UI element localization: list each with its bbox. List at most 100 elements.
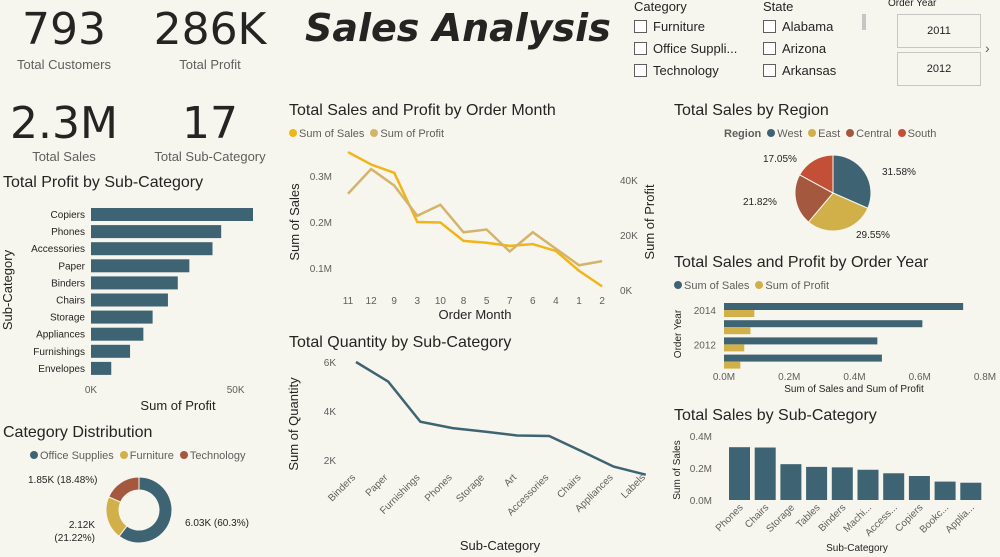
legend-item-profit: Sum of Profit xyxy=(370,128,444,140)
x-tick-label: Art xyxy=(502,472,519,489)
x-tick-label: Paper xyxy=(364,472,391,499)
y-tick-label: 0.2M xyxy=(690,464,712,475)
donut-slice-2 xyxy=(108,476,140,503)
category-label: Phones xyxy=(51,227,85,238)
pie-data-label: 17.05% xyxy=(763,154,797,165)
month-chart-legend: Sum of Sales Sum of Profit xyxy=(289,128,444,140)
sales-bar xyxy=(960,482,982,500)
legend-item-technology: Technology xyxy=(179,450,245,462)
y-tick-label-right: 0K xyxy=(620,286,633,297)
x-tick-label: 0K xyxy=(85,385,98,396)
checkbox-icon[interactable] xyxy=(634,63,647,77)
kpi-total-profit-label: Total Profit xyxy=(179,57,241,72)
x-tick-label: 0.4M xyxy=(843,372,865,383)
donut-data-label: 6.03K (60.3%) xyxy=(185,518,249,529)
order-year-button-2011[interactable]: 2011 xyxy=(897,14,981,48)
profit-bar xyxy=(91,225,222,239)
y-tick-label: 4K xyxy=(324,407,337,418)
legend-item-south: South xyxy=(897,128,936,140)
state-slicer: Alabama Arizona Arkansas xyxy=(763,15,836,81)
category-slicer-item[interactable]: Office Suppli... xyxy=(634,37,737,59)
sales-bar xyxy=(934,481,956,500)
sales-line xyxy=(347,150,603,288)
x-tick-label: 5 xyxy=(484,296,490,307)
pie-data-label: 31.58% xyxy=(882,167,916,178)
legend-item-furniture: Furniture xyxy=(119,450,174,462)
y-tick-label: 0.0M xyxy=(690,496,712,507)
page-title: Sales Analysis xyxy=(305,6,611,50)
category-label: Accessories xyxy=(31,244,85,255)
y-tick-label-right: 40K xyxy=(620,176,638,187)
state-slicer-item[interactable]: Arizona xyxy=(763,37,836,59)
state-slicer-item[interactable]: Alabama xyxy=(763,15,836,37)
state-slicer-item[interactable]: Arkansas xyxy=(763,59,836,81)
category-slicer-item[interactable]: Furniture xyxy=(634,15,737,37)
pie-slice-east xyxy=(807,192,869,232)
sales-bar xyxy=(780,464,802,500)
sales-bar xyxy=(724,354,882,362)
legend-item-office-supplies: Office Supplies xyxy=(30,450,114,462)
legend-item-profit: Sum of Profit xyxy=(755,280,829,292)
chevron-right-icon[interactable]: › xyxy=(985,40,990,56)
sales-bar xyxy=(724,303,964,310)
category-label: Paper xyxy=(58,261,85,272)
category-label: Storage xyxy=(50,313,85,324)
category-label: Envelopes xyxy=(38,364,85,375)
checkbox-icon[interactable] xyxy=(634,41,647,55)
profit-bar xyxy=(91,361,112,375)
category-slicer: Furniture Office Suppli... Technology xyxy=(634,15,737,81)
y-axis-title: Order Year xyxy=(673,309,684,358)
y-axis-title: Sum of Quantity xyxy=(286,377,301,471)
x-tick-label: 8 xyxy=(461,296,467,307)
category-slicer-item[interactable]: Technology xyxy=(634,59,737,81)
profit-bar xyxy=(91,208,253,221)
x-axis-title: Sub-Category xyxy=(460,538,541,553)
x-tick-label: 11 xyxy=(343,296,354,307)
legend-title: Region xyxy=(724,128,762,140)
category-label: Binders xyxy=(51,278,85,289)
checkbox-icon[interactable] xyxy=(763,41,776,55)
checkbox-icon[interactable] xyxy=(763,63,776,77)
year-chart-legend: Sum of Sales Sum of Profit xyxy=(674,280,829,292)
y-tick-label-left: 0.2M xyxy=(310,218,332,229)
x-tick-label: Applia... xyxy=(944,502,977,535)
quantity-line xyxy=(355,360,647,476)
quantity-by-subcategory-title: Total Quantity by Sub-Category xyxy=(289,334,512,351)
x-tick-label: 2 xyxy=(599,296,605,307)
checkbox-icon[interactable] xyxy=(763,19,776,33)
profit-bar xyxy=(91,327,144,341)
pie-data-label: 29.55% xyxy=(856,230,890,241)
x-tick-label: 3 xyxy=(415,296,421,307)
sales-bar xyxy=(754,447,776,500)
x-axis-title: Sum of Sales and Sum of Profit xyxy=(784,384,924,395)
profit-bar xyxy=(724,361,741,369)
state-slicer-scrollbar[interactable] xyxy=(862,14,866,30)
legend-item-sales: Sum of Sales xyxy=(674,280,749,292)
category-legend: Office Supplies Furniture Technology xyxy=(30,450,245,462)
donut-data-label: 2.12K xyxy=(69,520,95,531)
sales-bar xyxy=(908,476,930,500)
x-tick-label: 6 xyxy=(530,296,536,307)
profit-bar xyxy=(91,344,131,358)
y-tick-label: 2K xyxy=(324,456,337,467)
y-tick-label-left: 0.1M xyxy=(310,264,332,275)
sales-bar xyxy=(724,337,878,345)
profit-line xyxy=(347,167,603,267)
y-tick-label-left: 0.3M xyxy=(310,172,332,183)
kpi-total-subcategory-value: 17 xyxy=(182,98,238,149)
donut-slice-1 xyxy=(105,496,128,538)
sales-bar xyxy=(806,466,828,500)
checkbox-icon[interactable] xyxy=(634,19,647,33)
profit-bar xyxy=(91,242,213,256)
order-year-button-2012[interactable]: 2012 xyxy=(897,52,981,86)
profit-bar xyxy=(724,310,755,317)
y-axis-title: Sum of Sales xyxy=(287,183,302,261)
sales-by-subcategory-title: Total Sales by Sub-Category xyxy=(674,407,877,424)
x-tick-label: 50K xyxy=(227,385,245,396)
region-sales-title: Total Sales by Region xyxy=(674,102,829,119)
state-slicer-title: State xyxy=(763,0,794,14)
sales-bar xyxy=(729,447,750,500)
sales-bar xyxy=(883,473,905,500)
category-label: Appliances xyxy=(36,330,85,341)
